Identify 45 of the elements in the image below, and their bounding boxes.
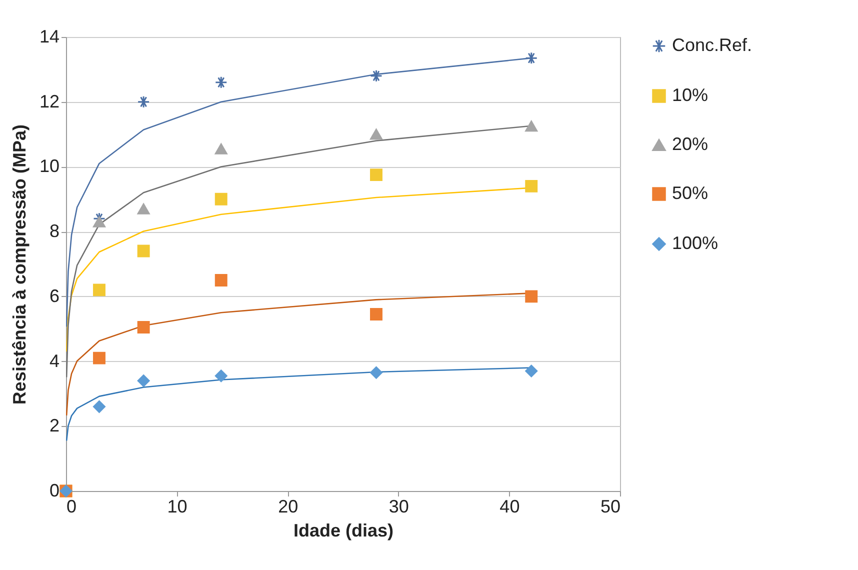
point xyxy=(137,203,150,214)
point xyxy=(370,366,382,379)
point xyxy=(93,216,106,228)
point xyxy=(370,70,382,82)
x-axis-title: Idade (dias) xyxy=(293,520,394,540)
point xyxy=(525,364,538,378)
point xyxy=(525,180,538,192)
x-tick-label: 50 xyxy=(600,496,620,516)
legend-label: 50% xyxy=(672,183,708,203)
point xyxy=(93,284,106,296)
point xyxy=(370,168,382,182)
point xyxy=(137,374,150,387)
y-tick-label: 10 xyxy=(39,156,60,176)
point xyxy=(93,352,106,364)
point xyxy=(525,290,538,303)
point xyxy=(214,76,228,89)
point xyxy=(93,400,106,413)
point xyxy=(137,321,150,334)
legend-label: Conc.Ref. xyxy=(672,35,752,55)
point xyxy=(525,120,538,132)
point xyxy=(137,96,150,108)
x-tick-label: 40 xyxy=(500,496,520,516)
y-tick-label: 6 xyxy=(49,286,60,306)
point xyxy=(214,370,228,382)
point xyxy=(370,128,382,140)
y-tick-label: 12 xyxy=(39,91,60,112)
y-tick-label: 8 xyxy=(49,221,60,242)
point xyxy=(214,143,228,154)
point xyxy=(214,274,228,286)
point xyxy=(525,52,538,64)
point xyxy=(214,192,228,206)
y-tick-label: 0 xyxy=(49,480,60,500)
point xyxy=(137,244,150,258)
legend-label: 100% xyxy=(672,233,718,253)
point xyxy=(370,308,382,320)
x-tick-label: 30 xyxy=(388,496,409,516)
y-axis-title: Resistência à compressão (MPa) xyxy=(9,124,30,405)
y-tick-label: 14 xyxy=(39,26,60,46)
legend-label: 10% xyxy=(672,85,708,105)
y-tick-label: 4 xyxy=(49,350,60,371)
y-tick-label: 2 xyxy=(49,416,60,436)
x-tick-label: 20 xyxy=(278,496,298,516)
x-tick-label: 0 xyxy=(66,496,77,516)
legend-label: 20% xyxy=(672,134,708,154)
x-tick-label: 10 xyxy=(167,496,188,516)
